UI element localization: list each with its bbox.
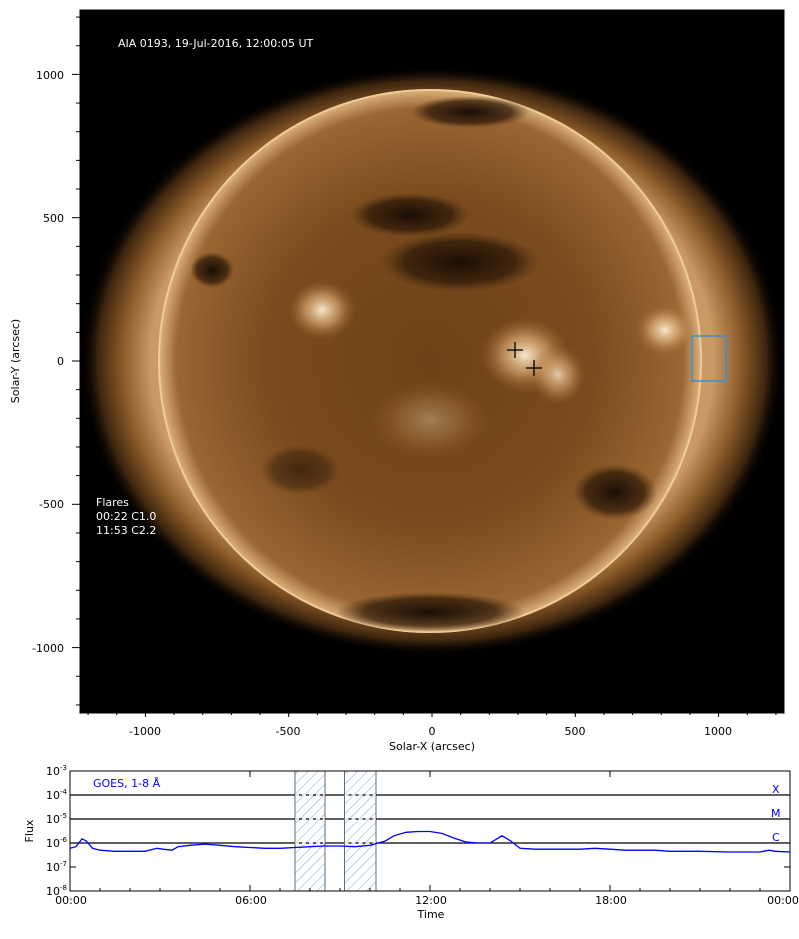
hatched-windows: [294, 770, 377, 892]
class-label-x: X: [772, 783, 780, 796]
active-region-east: [288, 280, 356, 340]
goes-legend: GOES, 1-8 Å: [93, 777, 161, 790]
y-tick-label: -500: [39, 498, 64, 511]
x-tick-label: -500: [276, 725, 301, 738]
y-tick-label: 0: [57, 355, 64, 368]
y-tick-label: 10-8: [46, 884, 67, 898]
y-tick-label: 500: [43, 212, 64, 225]
coronal-hole-southwest: [573, 464, 657, 520]
y-tick-label: -1000: [32, 642, 64, 655]
class-label-m: M: [771, 807, 781, 820]
y-axis-label: Flux: [23, 819, 36, 842]
coronal-hole-south-pole: [335, 592, 525, 632]
svg-text:10-4: 10-4: [46, 788, 68, 802]
active-region-central-2: [530, 345, 586, 405]
flare-entry-1: 00:22 C1.0: [96, 510, 156, 523]
svg-text:10-6: 10-6: [46, 836, 68, 850]
flare-entry-2: 11:53 C2.2: [96, 524, 156, 537]
svg-text:10-5: 10-5: [46, 812, 67, 826]
solar-image-panel: AIA 0193, 19-Jul-2016, 12:00:05 UT Flare…: [9, 9, 785, 753]
x-tick-label: 500: [565, 725, 586, 738]
goes-ticks: [69, 770, 791, 892]
active-region-west-limb: [635, 304, 695, 356]
x-tick-label: 12:00: [415, 894, 447, 907]
diffuse-brightening: [370, 380, 490, 460]
y-tick-label: 10-7: [46, 860, 67, 874]
flare-marker-1: [507, 342, 523, 358]
solar-disk: [158, 89, 702, 633]
class-label-c: C: [772, 831, 780, 844]
svg-text:10-8: 10-8: [46, 884, 67, 898]
goes-lightcurve-panel: GOES, 1-8 Å X M C 10-3 10-4 10-5 10-6 10…: [23, 764, 799, 921]
x-tick-label: 1000: [704, 725, 732, 738]
x-tick-label: 00:00: [55, 894, 87, 907]
y-tick-label: 10-5: [46, 812, 67, 826]
goes-flux-series: [69, 830, 791, 853]
image-ticks: [72, 16, 777, 717]
x-axis-label: Time: [417, 908, 445, 921]
hatched-window-2: [344, 770, 377, 892]
image-title: AIA 0193, 19-Jul-2016, 12:00:05 UT: [118, 37, 314, 50]
x-tick-label: -1000: [129, 725, 161, 738]
svg-text:10-3: 10-3: [46, 764, 67, 778]
x-tick-label: 18:00: [595, 894, 627, 907]
dark-region-south-east: [260, 445, 340, 495]
svg-text:10-7: 10-7: [46, 860, 67, 874]
coronal-hole-north-pole: [410, 96, 530, 128]
hatched-window-1: [294, 770, 326, 892]
region-of-interest-box: [691, 335, 727, 382]
x-tick-label: 00:00: [767, 894, 799, 907]
y-tick-label: 10-6: [46, 836, 68, 850]
coronal-hole-north-central: [350, 193, 470, 237]
coronal-hole-east: [190, 252, 234, 288]
x-tick-label: 06:00: [235, 894, 267, 907]
coronal-hole-central: [380, 232, 540, 292]
x-axis-label: Solar-X (arcsec): [389, 740, 475, 753]
y-axis-label: Solar-Y (arcsec): [9, 319, 22, 403]
flares-heading: Flares: [96, 496, 129, 509]
flare-class-lines: [70, 794, 790, 844]
y-tick-label: 10-4: [46, 788, 68, 802]
y-tick-label: 1000: [36, 69, 64, 82]
flare-marker-2: [526, 360, 542, 376]
x-tick-label: 0: [429, 725, 436, 738]
y-tick-label: 10-3: [46, 764, 67, 778]
